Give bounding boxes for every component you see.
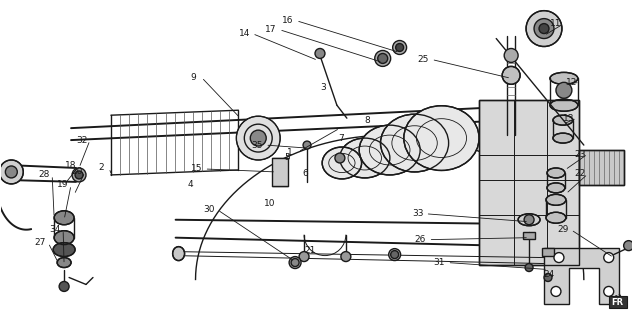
- Circle shape: [392, 41, 406, 54]
- Circle shape: [556, 82, 572, 98]
- Ellipse shape: [57, 258, 71, 268]
- Text: 34: 34: [49, 225, 61, 234]
- Text: 21: 21: [304, 246, 316, 255]
- Circle shape: [341, 252, 351, 261]
- Text: 29: 29: [557, 225, 568, 234]
- Circle shape: [504, 49, 518, 62]
- Bar: [609, 296, 627, 308]
- Text: 15: 15: [191, 164, 203, 173]
- Text: 16: 16: [282, 16, 294, 25]
- Circle shape: [335, 153, 345, 163]
- Text: 35: 35: [251, 140, 263, 149]
- Circle shape: [59, 282, 69, 292]
- Ellipse shape: [518, 214, 540, 226]
- Ellipse shape: [53, 243, 75, 257]
- Circle shape: [0, 160, 23, 184]
- Text: FR: FR: [611, 298, 624, 307]
- Text: 28: 28: [39, 171, 50, 180]
- Ellipse shape: [547, 183, 565, 193]
- Ellipse shape: [553, 133, 573, 143]
- Circle shape: [289, 257, 301, 268]
- Circle shape: [525, 264, 533, 271]
- Text: 32: 32: [77, 136, 88, 145]
- Circle shape: [544, 274, 552, 282]
- Text: 17: 17: [265, 25, 277, 34]
- Circle shape: [291, 259, 299, 267]
- Circle shape: [75, 171, 83, 179]
- Circle shape: [624, 241, 633, 251]
- Text: 22: 22: [574, 169, 586, 179]
- Text: 11: 11: [550, 19, 561, 28]
- Text: 33: 33: [412, 209, 423, 218]
- Ellipse shape: [54, 231, 74, 244]
- Text: 18: 18: [65, 162, 77, 171]
- Ellipse shape: [550, 99, 578, 111]
- Text: 10: 10: [263, 199, 275, 208]
- Text: 23: 23: [574, 149, 586, 158]
- Bar: [579, 150, 624, 185]
- Text: 12: 12: [566, 78, 577, 87]
- Circle shape: [378, 53, 387, 63]
- Text: 27: 27: [35, 238, 46, 247]
- Ellipse shape: [380, 114, 449, 172]
- Text: 20: 20: [72, 167, 83, 176]
- Circle shape: [391, 251, 399, 259]
- Circle shape: [250, 130, 266, 146]
- Text: 4: 4: [188, 180, 193, 189]
- Circle shape: [72, 168, 86, 182]
- Text: 24: 24: [543, 270, 555, 279]
- Bar: [479, 100, 579, 265]
- Text: 8: 8: [364, 116, 370, 125]
- Circle shape: [236, 116, 280, 160]
- Circle shape: [299, 252, 309, 261]
- Bar: [523, 232, 535, 239]
- Text: 30: 30: [204, 205, 215, 214]
- Polygon shape: [544, 248, 618, 304]
- Text: 6: 6: [302, 169, 308, 179]
- Text: 7: 7: [338, 133, 344, 143]
- Circle shape: [396, 44, 404, 52]
- Bar: [542, 248, 554, 256]
- Circle shape: [526, 11, 562, 46]
- Circle shape: [524, 215, 534, 225]
- Text: 5: 5: [284, 153, 290, 162]
- Bar: [579, 150, 624, 185]
- Text: 2: 2: [98, 164, 104, 172]
- Ellipse shape: [54, 211, 74, 225]
- Ellipse shape: [546, 194, 566, 205]
- Text: 19: 19: [58, 180, 69, 189]
- Bar: [272, 158, 288, 186]
- Circle shape: [604, 286, 614, 296]
- Text: 31: 31: [434, 258, 445, 267]
- Text: 14: 14: [239, 29, 250, 38]
- Circle shape: [375, 51, 391, 67]
- Circle shape: [604, 252, 614, 262]
- Circle shape: [5, 166, 17, 178]
- Bar: [479, 100, 579, 265]
- Ellipse shape: [322, 147, 361, 179]
- Ellipse shape: [359, 125, 420, 175]
- Circle shape: [539, 24, 549, 34]
- Text: 26: 26: [415, 235, 426, 244]
- Circle shape: [315, 49, 325, 59]
- Ellipse shape: [550, 72, 578, 84]
- Text: 1: 1: [287, 148, 293, 156]
- Ellipse shape: [553, 115, 573, 125]
- Ellipse shape: [173, 247, 185, 260]
- Ellipse shape: [547, 168, 565, 178]
- Circle shape: [389, 249, 401, 260]
- Circle shape: [551, 286, 561, 296]
- Text: 9: 9: [191, 73, 196, 82]
- Text: 25: 25: [418, 55, 429, 64]
- Text: 13: 13: [563, 114, 575, 123]
- Circle shape: [303, 141, 311, 149]
- Ellipse shape: [340, 138, 390, 178]
- Circle shape: [502, 67, 520, 84]
- Circle shape: [534, 19, 554, 38]
- Circle shape: [554, 252, 564, 262]
- Ellipse shape: [546, 212, 566, 223]
- Text: 3: 3: [320, 83, 326, 92]
- Ellipse shape: [404, 106, 479, 171]
